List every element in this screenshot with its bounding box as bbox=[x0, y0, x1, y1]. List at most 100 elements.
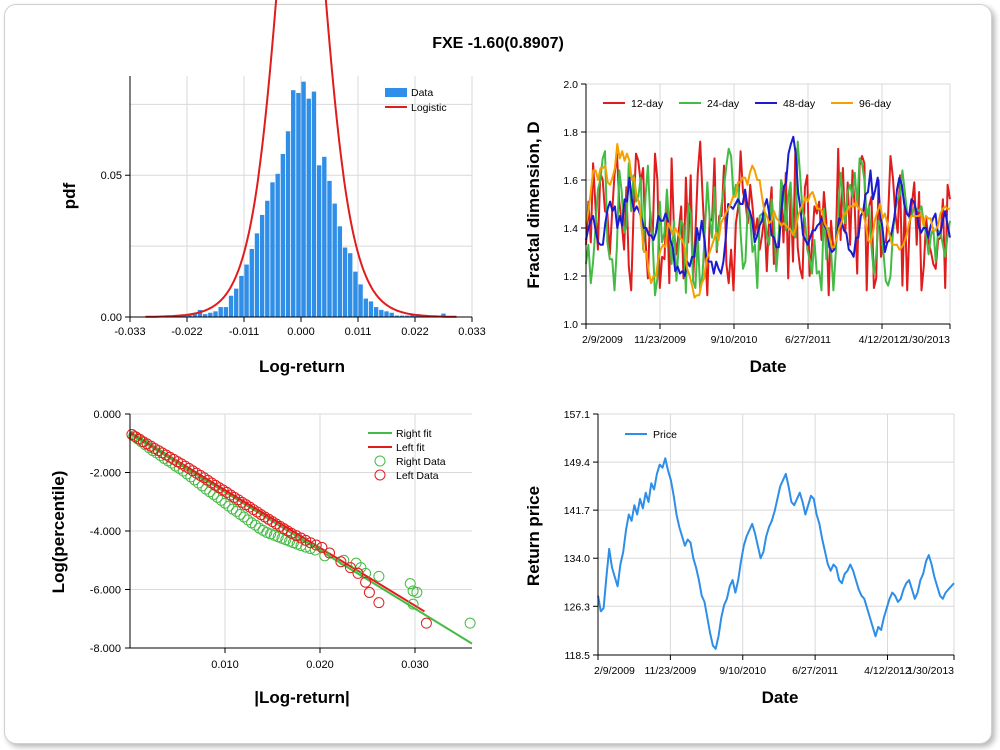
left-data-point bbox=[344, 562, 356, 574]
histogram-bar bbox=[332, 203, 337, 317]
right-data-point bbox=[230, 505, 242, 517]
percentile-x-label: |Log-return| bbox=[254, 688, 349, 707]
fractal-y-label: Fractal dimension, D bbox=[524, 121, 543, 288]
histogram-ticks: -0.033 -0.022 -0.011 0.000 0.011 0.022 0.033 0.… bbox=[101, 170, 486, 338]
x-tick-label: 1/30/2013 bbox=[903, 334, 950, 346]
y-tick-label: 134.0 bbox=[564, 553, 590, 565]
x-tick-label: 6/27/2011 bbox=[785, 334, 831, 346]
histogram-bar bbox=[358, 284, 363, 317]
percentile-y-label: Log(percentile) bbox=[49, 471, 68, 594]
left-data-point bbox=[420, 617, 432, 629]
histogram-bar bbox=[399, 315, 405, 317]
left-data-point bbox=[198, 472, 210, 484]
price-y-label: Return price bbox=[524, 486, 543, 586]
series-line-price bbox=[597, 457, 955, 650]
right-data-point bbox=[215, 494, 227, 506]
x-tick-label: 11/23/2009 bbox=[644, 665, 696, 677]
x-tick-label: 9/10/2010 bbox=[719, 665, 766, 677]
histogram-bar bbox=[348, 253, 353, 317]
left-data-point bbox=[221, 486, 233, 498]
y-tick-label: 118.5 bbox=[565, 650, 591, 662]
y-tick-label: 1.2 bbox=[563, 271, 578, 283]
histogram-bar bbox=[291, 90, 296, 317]
right-data-points bbox=[128, 430, 476, 629]
x-tick-label: 0.030 bbox=[401, 659, 429, 671]
legend-label-48-day: 48-day bbox=[783, 98, 816, 110]
legend-label-left-fit: Left fit bbox=[396, 442, 425, 454]
series-line-24-day bbox=[585, 140, 951, 297]
x-tick-label: 2/9/2009 bbox=[594, 665, 635, 677]
price-panel: 2/9/2009 11/23/2009 9/10/2010 6/27/2011 4/12… bbox=[524, 409, 955, 707]
y-tick-label: 2.0 bbox=[563, 79, 578, 91]
y-tick-label: 157.1 bbox=[564, 409, 590, 421]
left-data-point bbox=[305, 537, 316, 549]
x-tick-label: 4/12/2012 bbox=[864, 665, 911, 677]
price-axes bbox=[597, 414, 954, 656]
histogram-bar bbox=[239, 275, 244, 317]
histogram-bar bbox=[296, 93, 301, 317]
y-tick-label: 0.00 bbox=[101, 312, 122, 324]
x-tick-label: 2/9/2009 bbox=[582, 334, 623, 346]
right-data-point bbox=[249, 519, 261, 531]
price-grid bbox=[597, 413, 955, 656]
histogram-bar bbox=[327, 180, 332, 317]
histogram-bar bbox=[265, 200, 270, 317]
y-tick-label: 1.0 bbox=[563, 319, 578, 331]
left-data-point bbox=[363, 586, 375, 598]
histogram-bar bbox=[322, 156, 327, 317]
histogram-bar bbox=[441, 313, 446, 317]
right-data-point bbox=[208, 488, 220, 500]
x-tick-label: 9/10/2010 bbox=[711, 334, 758, 346]
histogram-bar bbox=[182, 315, 187, 317]
right-data-point bbox=[200, 483, 212, 495]
x-tick-label: 0.033 bbox=[458, 326, 486, 338]
price-ticks: 2/9/2009 11/23/2009 9/10/2010 6/27/2011 4/12… bbox=[564, 409, 955, 677]
histogram-bar bbox=[275, 173, 280, 317]
histogram-bar bbox=[373, 307, 379, 317]
legend-label-price: Price bbox=[653, 429, 677, 441]
histogram-bar bbox=[187, 314, 192, 317]
histogram-bar bbox=[202, 314, 208, 317]
legend-swatch-left-data bbox=[374, 469, 386, 481]
legend-label-data: Data bbox=[411, 87, 433, 99]
y-tick-label: -2.000 bbox=[90, 468, 121, 480]
histogram-bar bbox=[280, 153, 286, 317]
histogram-bar bbox=[192, 312, 197, 317]
left-data-point bbox=[251, 506, 263, 518]
fractal-dimension-panel: 2/9/2009 11/23/2009 9/10/2010 6/27/2011 4/12… bbox=[524, 79, 951, 376]
histogram-bar bbox=[285, 131, 291, 317]
y-tick-label: -4.000 bbox=[90, 526, 121, 538]
legend-swatch-right-data bbox=[374, 455, 386, 467]
histogram-bar bbox=[379, 309, 384, 317]
left-data-point bbox=[202, 474, 214, 486]
left-data-point bbox=[373, 597, 385, 609]
histogram-y-label: pdf bbox=[60, 182, 79, 209]
left-data-point bbox=[335, 556, 347, 568]
legend-label-left-data: Left Data bbox=[396, 470, 439, 482]
right-data-point bbox=[373, 570, 385, 582]
left-data-points bbox=[126, 428, 432, 629]
histogram-bar bbox=[197, 309, 203, 317]
series-line-96-day bbox=[585, 143, 950, 299]
legend-label-logistic: Logistic bbox=[411, 102, 447, 114]
right-data-point bbox=[404, 578, 416, 590]
x-tick-label: 0.020 bbox=[306, 659, 334, 671]
histogram-bar bbox=[311, 91, 317, 317]
histogram-bar bbox=[301, 81, 306, 317]
y-tick-label: 1.6 bbox=[563, 175, 578, 187]
histogram-bar bbox=[353, 271, 358, 317]
y-tick-label: 1.4 bbox=[563, 223, 578, 235]
histogram-bar bbox=[218, 307, 223, 317]
right-data-point bbox=[407, 598, 419, 610]
price-series bbox=[597, 457, 955, 650]
legend-label-right-fit: Right fit bbox=[396, 428, 432, 440]
histogram-bar bbox=[405, 315, 410, 317]
histogram-bar bbox=[384, 311, 389, 317]
histogram-bar bbox=[270, 182, 275, 317]
left-data-point bbox=[316, 541, 328, 553]
y-tick-label: 149.4 bbox=[564, 457, 590, 469]
histogram-bar bbox=[342, 247, 348, 317]
histogram-bar bbox=[389, 312, 394, 317]
histogram-bar bbox=[394, 315, 400, 317]
